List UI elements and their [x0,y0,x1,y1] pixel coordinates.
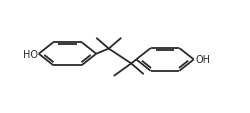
Text: OH: OH [195,55,210,65]
Text: HO: HO [22,49,38,59]
